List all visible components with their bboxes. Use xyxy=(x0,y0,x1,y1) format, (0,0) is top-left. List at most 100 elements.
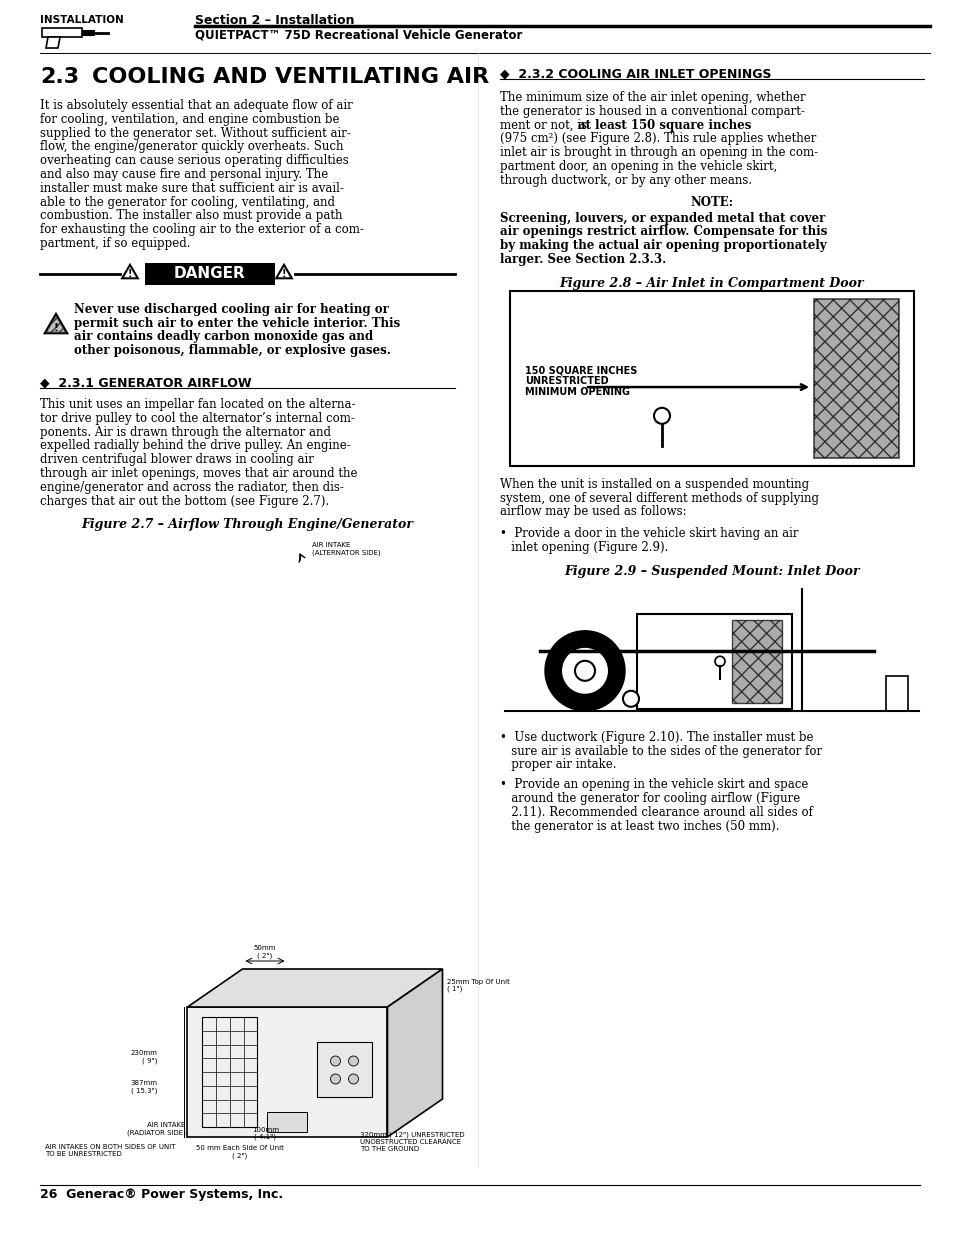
Text: !: ! xyxy=(53,322,58,332)
Text: larger. See Section 2.3.3.: larger. See Section 2.3.3. xyxy=(499,253,665,266)
Text: 50mm
( 2"): 50mm ( 2") xyxy=(253,946,275,960)
Text: Figure 2.9 – Suspended Mount: Inlet Door: Figure 2.9 – Suspended Mount: Inlet Door xyxy=(563,564,859,578)
Text: ◆  2.3.1 GENERATOR AIRFLOW: ◆ 2.3.1 GENERATOR AIRFLOW xyxy=(40,375,252,389)
Bar xyxy=(42,28,82,37)
Text: 100mm
( 4.1"): 100mm ( 4.1") xyxy=(252,1128,278,1140)
Text: INSTALLATION: INSTALLATION xyxy=(40,15,124,25)
Bar xyxy=(813,299,898,458)
Circle shape xyxy=(654,408,669,424)
Text: for cooling, ventilation, and engine combustion be: for cooling, ventilation, and engine com… xyxy=(40,112,339,126)
Text: supplied to the generator set. Without sufficient air-: supplied to the generator set. Without s… xyxy=(40,127,351,140)
Text: ponents. Air is drawn through the alternator and: ponents. Air is drawn through the altern… xyxy=(40,426,331,438)
Text: Figure 2.8 – Air Inlet in Compartment Door: Figure 2.8 – Air Inlet in Compartment Do… xyxy=(559,277,863,290)
Text: the generator is housed in a conventional compart-: the generator is housed in a conventiona… xyxy=(499,105,804,117)
Text: 150 SQUARE INCHES: 150 SQUARE INCHES xyxy=(524,366,637,375)
Polygon shape xyxy=(46,37,60,48)
Text: COOLING AND VENTILATING AIR: COOLING AND VENTILATING AIR xyxy=(91,67,489,86)
Text: and also may cause fire and personal injury. The: and also may cause fire and personal inj… xyxy=(40,168,328,182)
Polygon shape xyxy=(275,264,292,278)
Text: Section 2 – Installation: Section 2 – Installation xyxy=(194,14,355,27)
Text: flow, the engine/generator quickly overheats. Such: flow, the engine/generator quickly overh… xyxy=(40,141,343,153)
Polygon shape xyxy=(47,316,65,332)
Bar xyxy=(145,263,274,285)
Text: (975 cm²) (see Figure 2.8). This rule applies whether: (975 cm²) (see Figure 2.8). This rule ap… xyxy=(499,132,816,146)
Circle shape xyxy=(714,656,724,667)
Text: AIR INTAKE
(RADIATOR SIDE): AIR INTAKE (RADIATOR SIDE) xyxy=(127,1123,185,1135)
Text: QUIETPACT™ 75D Recreational Vehicle Generator: QUIETPACT™ 75D Recreational Vehicle Gene… xyxy=(194,28,522,42)
Text: Screening, louvers, or expanded metal that cover: Screening, louvers, or expanded metal th… xyxy=(499,211,824,225)
Text: proper air intake.: proper air intake. xyxy=(499,758,616,772)
Circle shape xyxy=(348,1074,358,1084)
Text: It is absolutely essential that an adequate flow of air: It is absolutely essential that an adequ… xyxy=(40,99,353,112)
Text: combustion. The installer also must provide a path: combustion. The installer also must prov… xyxy=(40,210,342,222)
Text: air contains deadly carbon monoxide gas and: air contains deadly carbon monoxide gas … xyxy=(74,331,373,343)
Text: 230mm
( 9"): 230mm ( 9") xyxy=(131,1050,157,1063)
Text: through air inlet openings, moves that air around the: through air inlet openings, moves that a… xyxy=(40,467,357,480)
Text: 387mm
( 15.3"): 387mm ( 15.3") xyxy=(131,1081,157,1094)
Text: overheating can cause serious operating difficulties: overheating can cause serious operating … xyxy=(40,154,349,167)
Text: partment, if so equipped.: partment, if so equipped. xyxy=(40,237,191,249)
Text: DANGER: DANGER xyxy=(174,266,246,280)
Text: 2.3: 2.3 xyxy=(40,67,79,86)
Text: •  Provide an opening in the vehicle skirt and space: • Provide an opening in the vehicle skir… xyxy=(499,778,807,792)
Circle shape xyxy=(622,690,639,706)
Bar xyxy=(82,30,94,35)
Text: !: ! xyxy=(281,269,286,279)
Text: UNRESTRICTED: UNRESTRICTED xyxy=(524,375,608,387)
Text: partment door, an opening in the vehicle skirt,: partment door, an opening in the vehicle… xyxy=(499,161,777,173)
Text: other poisonous, flammable, or explosive gases.: other poisonous, flammable, or explosive… xyxy=(74,345,391,357)
Text: 25mm Top Of Unit
( 1"): 25mm Top Of Unit ( 1") xyxy=(447,979,510,993)
Bar xyxy=(188,1007,387,1137)
Bar xyxy=(637,614,791,709)
Text: The minimum size of the air inlet opening, whether: The minimum size of the air inlet openin… xyxy=(499,91,804,104)
Polygon shape xyxy=(45,314,68,333)
Text: •  Use ductwork (Figure 2.10). The installer must be: • Use ductwork (Figure 2.10). The instal… xyxy=(499,731,813,743)
Text: at least 150 square inches: at least 150 square inches xyxy=(578,119,751,132)
Bar xyxy=(510,290,913,466)
Text: around the generator for cooling airflow (Figure: around the generator for cooling airflow… xyxy=(499,792,800,805)
Text: Never use discharged cooling air for heating or: Never use discharged cooling air for hea… xyxy=(74,303,389,316)
Bar xyxy=(202,1016,257,1128)
Circle shape xyxy=(560,647,608,695)
Text: driven centrifugal blower draws in cooling air: driven centrifugal blower draws in cooli… xyxy=(40,453,314,466)
Polygon shape xyxy=(122,264,137,278)
Polygon shape xyxy=(387,969,442,1137)
Text: expelled radially behind the drive pulley. An engine-: expelled radially behind the drive pulle… xyxy=(40,440,351,452)
Text: •  Provide a door in the vehicle skirt having an air: • Provide a door in the vehicle skirt ha… xyxy=(499,527,798,540)
Text: 320mm ( 12") UNRESTRICTED
UNOBSTRUCTED CLEARANCE
TO THE GROUND: 320mm ( 12") UNRESTRICTED UNOBSTRUCTED C… xyxy=(359,1131,464,1152)
Circle shape xyxy=(544,631,624,711)
Text: permit such air to enter the vehicle interior. This: permit such air to enter the vehicle int… xyxy=(74,316,400,330)
Circle shape xyxy=(330,1056,340,1066)
Text: tor drive pulley to cool the alternator’s internal com-: tor drive pulley to cool the alternator’… xyxy=(40,411,355,425)
Text: Figure 2.7 – Airflow Through Engine/Generator: Figure 2.7 – Airflow Through Engine/Gene… xyxy=(81,519,413,531)
Text: installer must make sure that sufficient air is avail-: installer must make sure that sufficient… xyxy=(40,182,343,195)
Bar xyxy=(885,676,907,711)
Text: airflow may be used as follows:: airflow may be used as follows: xyxy=(499,505,686,519)
Text: ◆  2.3.2 COOLING AIR INLET OPENINGS: ◆ 2.3.2 COOLING AIR INLET OPENINGS xyxy=(499,67,771,80)
Text: for exhausting the cooling air to the exterior of a com-: for exhausting the cooling air to the ex… xyxy=(40,224,363,236)
Text: able to the generator for cooling, ventilating, and: able to the generator for cooling, venti… xyxy=(40,195,335,209)
Bar xyxy=(317,1042,372,1097)
Text: air openings restrict airflow. Compensate for this: air openings restrict airflow. Compensat… xyxy=(499,226,826,238)
Text: 2.11). Recommended clearance around all sides of: 2.11). Recommended clearance around all … xyxy=(499,805,812,819)
Text: by making the actual air opening proportionately: by making the actual air opening proport… xyxy=(499,240,825,252)
Bar xyxy=(731,620,781,703)
Text: the generator is at least two inches (50 mm).: the generator is at least two inches (50… xyxy=(499,820,779,832)
Text: AIR INTAKES ON BOTH SIDES OF UNIT
TO BE UNRESTRICTED: AIR INTAKES ON BOTH SIDES OF UNIT TO BE … xyxy=(45,1144,175,1157)
Text: ment or not, is: ment or not, is xyxy=(499,119,590,132)
Text: charges that air out the bottom (see Figure 2.7).: charges that air out the bottom (see Fig… xyxy=(40,494,329,508)
Circle shape xyxy=(348,1056,358,1066)
Text: engine/generator and across the radiator, then dis-: engine/generator and across the radiator… xyxy=(40,480,343,494)
Text: MINIMUM OPENING: MINIMUM OPENING xyxy=(524,387,629,396)
Polygon shape xyxy=(188,969,442,1007)
Circle shape xyxy=(330,1074,340,1084)
Text: 50 mm Each Side Of Unit
( 2"): 50 mm Each Side Of Unit ( 2") xyxy=(196,1146,284,1158)
Text: !: ! xyxy=(128,269,132,279)
Text: This unit uses an impellar fan located on the alterna-: This unit uses an impellar fan located o… xyxy=(40,398,355,411)
Circle shape xyxy=(575,661,595,680)
Text: AIR INTAKE
(ALTERNATOR SIDE): AIR INTAKE (ALTERNATOR SIDE) xyxy=(313,542,381,556)
Text: 26  Generac® Power Systems, Inc.: 26 Generac® Power Systems, Inc. xyxy=(40,1188,283,1200)
Text: NOTE:: NOTE: xyxy=(690,195,733,209)
Text: inlet air is brought in through an opening in the com-: inlet air is brought in through an openi… xyxy=(499,146,818,159)
Text: system, one of several different methods of supplying: system, one of several different methods… xyxy=(499,492,818,505)
